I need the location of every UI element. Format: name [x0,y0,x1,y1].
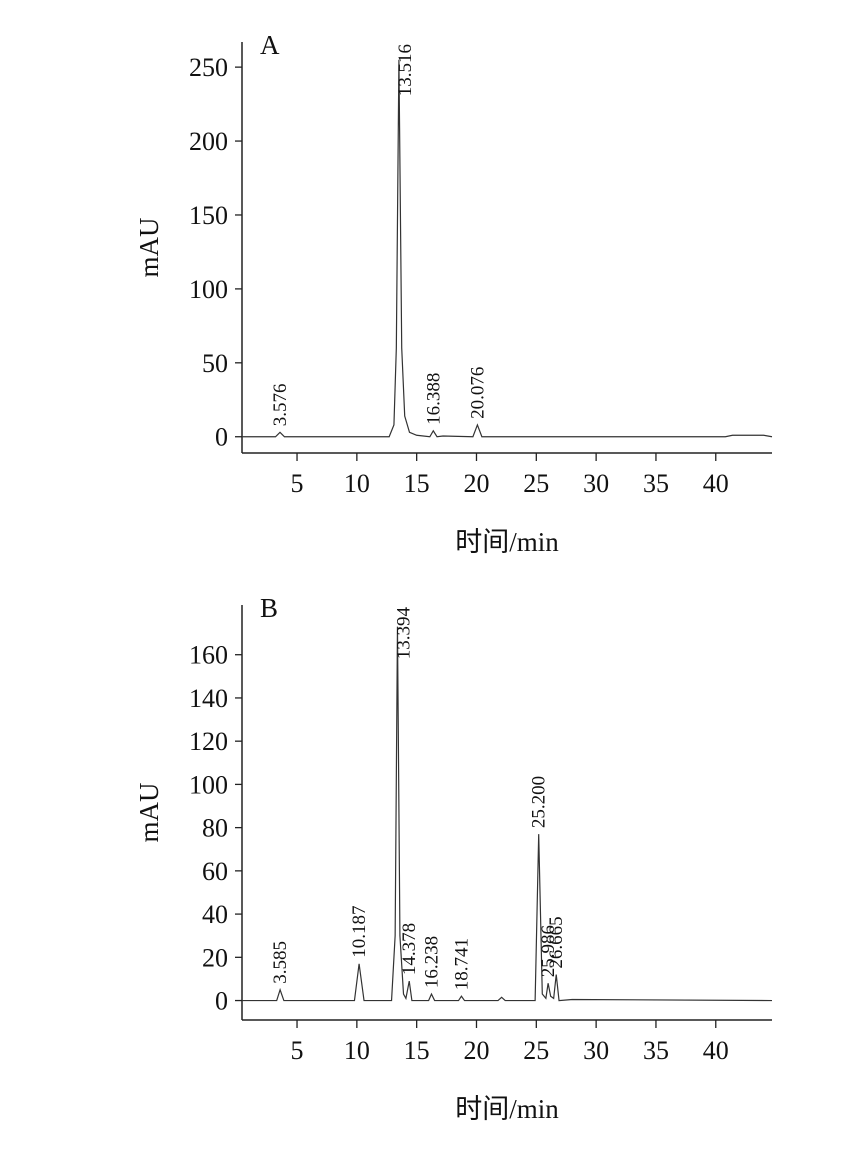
peak-label: 10.187 [349,906,370,958]
peak-label: 14.378 [399,923,420,975]
y-tick-label: 100 [189,770,228,799]
peak-label: 13.394 [393,607,414,660]
x-tick-label: 15 [404,1036,430,1065]
chromatogram-line [242,59,773,438]
y-tick-label: 50 [202,349,228,378]
x-tick-label: 40 [703,469,729,498]
x-tick-label: 25 [523,1036,549,1065]
y-tick-label: 250 [189,53,228,82]
x-tick-label: 15 [404,469,430,498]
peak-label: 18.741 [451,938,472,990]
y-tick-label: 80 [202,814,228,843]
y-tick-label: 40 [202,900,228,929]
y-tick-label: 20 [202,943,228,972]
x-tick-label: 25 [523,469,549,498]
panel-label: B [260,593,278,623]
peak-label: 16.238 [421,936,442,988]
y-axis-label: mAU [134,783,164,843]
y-tick-label: 160 [189,641,228,670]
x-tick-label: 30 [583,1036,609,1065]
x-tick-label: 35 [643,469,669,498]
peak-label: 3.585 [270,941,291,984]
x-tick-label: 5 [291,469,304,498]
peak-label: 16.388 [423,373,444,425]
peak-label: 3.576 [270,384,291,427]
x-axis-label: 时间/min [455,1094,559,1124]
y-tick-label: 150 [189,201,228,230]
y-tick-label: 140 [189,684,228,713]
y-tick-label: 0 [215,423,228,452]
x-tick-label: 30 [583,469,609,498]
peak-label: 25.986 [538,925,559,977]
peak-label: 26.665 [546,916,567,968]
y-tick-label: 100 [189,275,228,304]
x-tick-label: 10 [344,469,370,498]
y-tick-label: 0 [215,987,228,1016]
x-axis-label: 时间/min [455,527,559,557]
panel-label: A [260,30,280,60]
peak-label: 20.076 [467,367,488,419]
x-tick-label: 20 [463,469,489,498]
peak-label: 13.516 [395,44,416,96]
x-tick-label: 10 [344,1036,370,1065]
y-tick-label: 120 [189,727,228,756]
y-tick-label: 60 [202,857,228,886]
peak-label: 25.200 [529,776,550,828]
x-tick-label: 5 [291,1036,304,1065]
x-tick-label: 20 [463,1036,489,1065]
chromatogram-line [242,626,773,1002]
x-tick-label: 35 [643,1036,669,1065]
y-tick-label: 200 [189,127,228,156]
x-tick-label: 40 [703,1036,729,1065]
y-axis-label: mAU [134,218,164,278]
